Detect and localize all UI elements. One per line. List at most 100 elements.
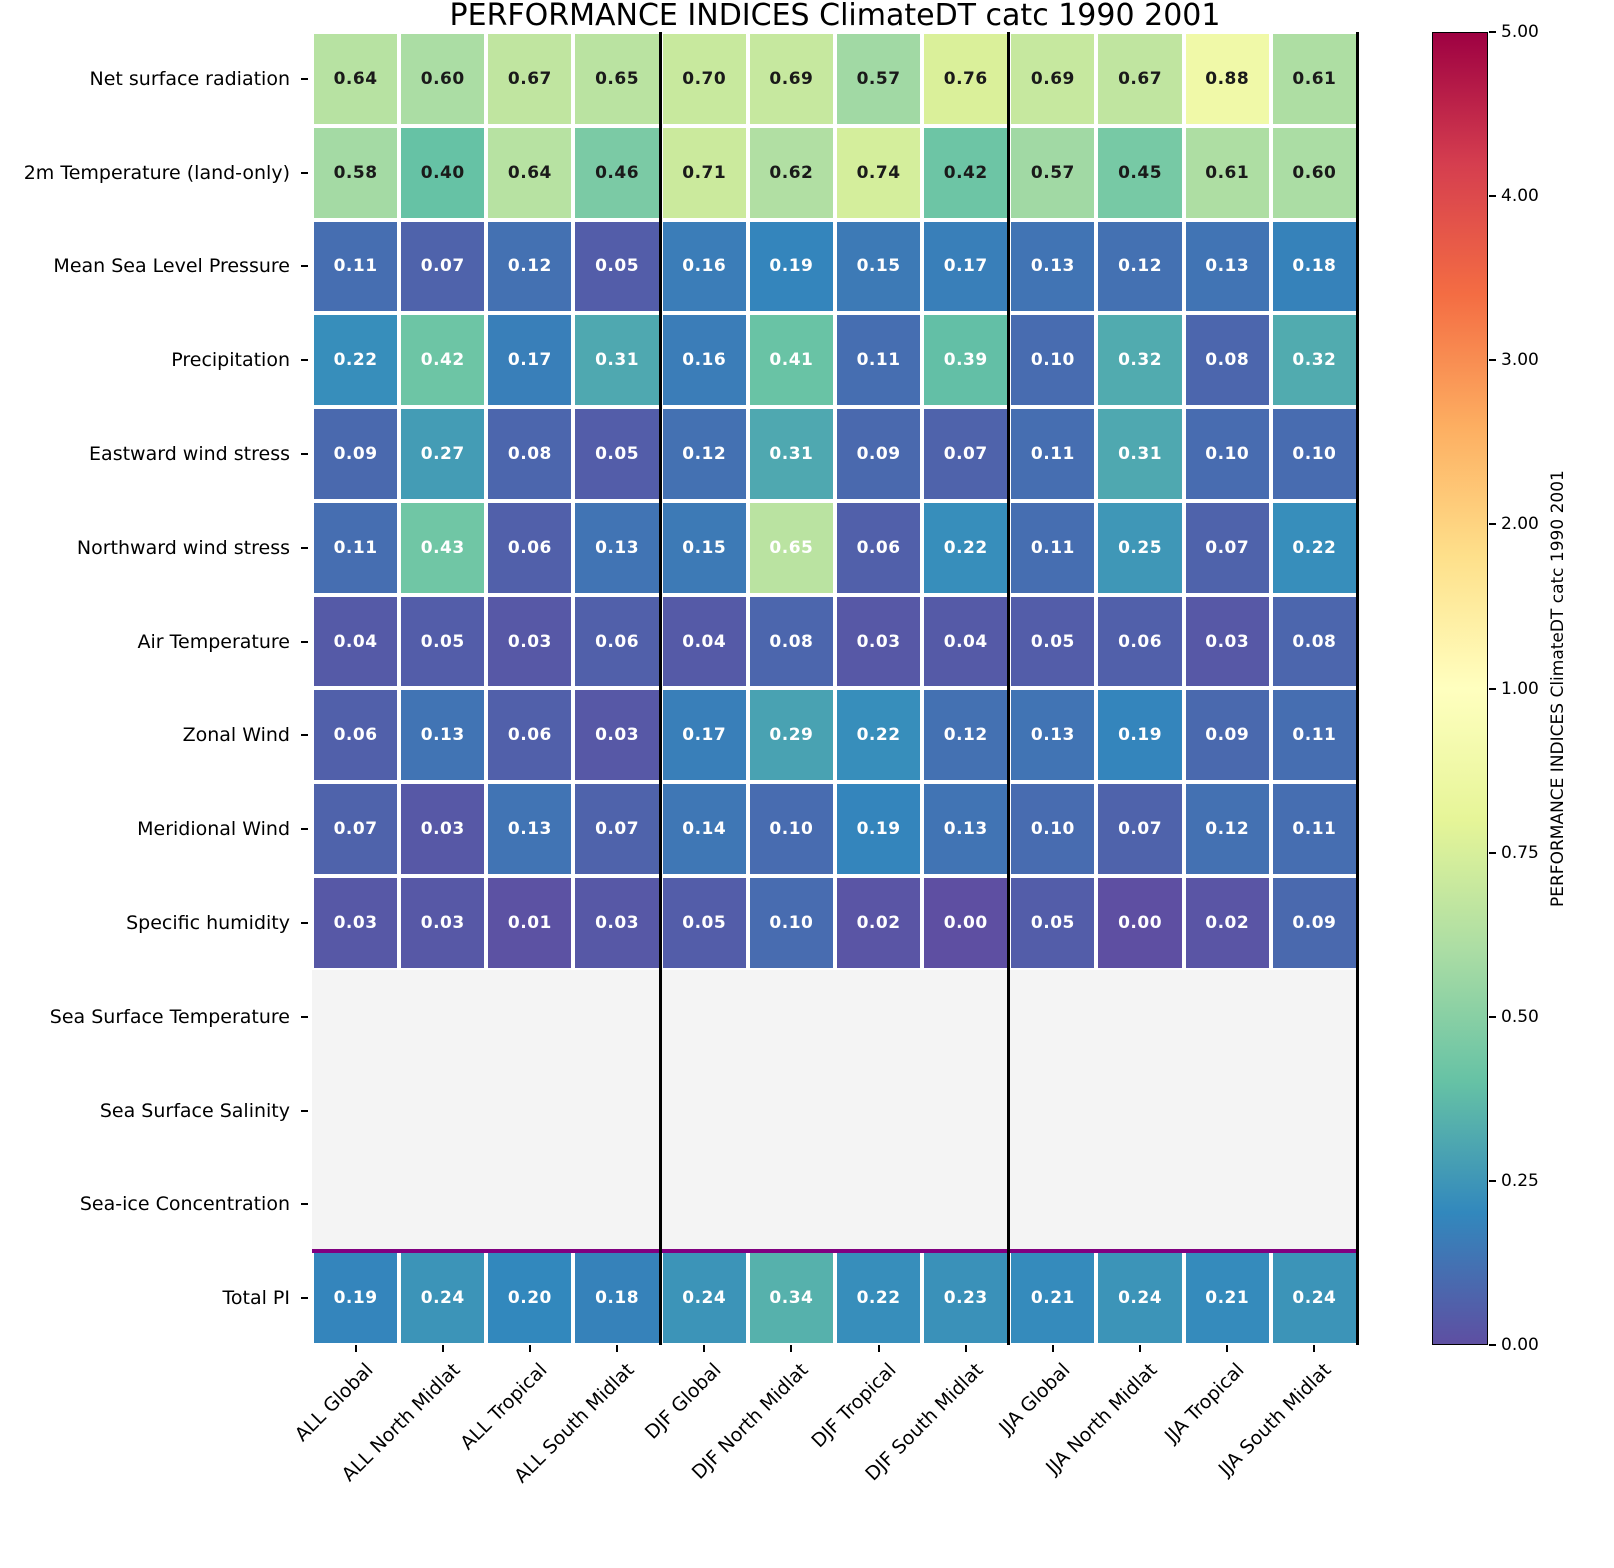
heatmap-cell: 0.19 bbox=[747, 219, 835, 314]
heatmap-cell: 0.62 bbox=[747, 125, 835, 220]
heatmap-cell-empty bbox=[660, 1157, 748, 1252]
y-tick bbox=[301, 453, 308, 456]
heatmap-cell: 0.03 bbox=[1183, 594, 1271, 689]
heatmap-cell: 0.03 bbox=[573, 688, 661, 783]
y-tick bbox=[301, 734, 308, 737]
heatmap-cell-empty bbox=[1096, 1063, 1184, 1158]
heatmap-cell: 0.43 bbox=[399, 500, 487, 595]
heatmap-cell: 0.09 bbox=[1183, 688, 1271, 783]
heatmap-cell: 0.10 bbox=[1009, 782, 1097, 877]
heatmap-cell: 0.64 bbox=[312, 32, 400, 126]
y-tick bbox=[301, 77, 308, 80]
heatmap-cell: 0.24 bbox=[399, 1251, 487, 1345]
x-tick bbox=[790, 1345, 793, 1352]
colorbar bbox=[1432, 32, 1488, 1345]
row-label: Eastward wind stress bbox=[89, 443, 290, 466]
column-label: JJA South Midlat bbox=[1214, 1359, 1336, 1481]
heatmap-cell: 0.71 bbox=[660, 125, 748, 220]
column-label: ALL Global bbox=[290, 1359, 378, 1446]
heatmap-cell: 0.19 bbox=[1096, 688, 1184, 783]
heatmap-cell-empty bbox=[399, 1063, 487, 1158]
heatmap-cell: 0.03 bbox=[834, 594, 923, 689]
row-label: Specific humidity bbox=[126, 911, 290, 934]
heatmap-cell: 0.05 bbox=[399, 594, 487, 689]
heatmap-cell: 0.57 bbox=[1009, 125, 1097, 220]
heatmap-cell: 0.13 bbox=[1009, 219, 1097, 314]
row-label: Sea Surface Salinity bbox=[99, 1099, 290, 1122]
heatmap-cell: 0.15 bbox=[834, 219, 923, 314]
heatmap-grid: 0.64 0.60 0.67 0.65 0.70 0.69 0.57 0.76 0.69 0.67… bbox=[312, 32, 1359, 1345]
row-label: Northward wind stress bbox=[76, 536, 290, 559]
colorbar-tick bbox=[1489, 195, 1496, 198]
heatmap-cell: 0.08 bbox=[1270, 594, 1358, 689]
heatmap-cell: 0.11 bbox=[1009, 407, 1097, 501]
heatmap-cell-empty bbox=[1009, 1063, 1097, 1158]
heatmap-cell: 0.13 bbox=[573, 500, 661, 595]
heatmap-cell: 0.13 bbox=[1009, 688, 1097, 783]
y-tick bbox=[301, 640, 308, 643]
heatmap-cell: 0.12 bbox=[660, 407, 748, 501]
heatmap-cell-empty bbox=[486, 1063, 574, 1158]
heatmap-cell: 0.10 bbox=[747, 876, 835, 970]
heatmap-cell: 0.18 bbox=[573, 1251, 661, 1345]
column-label: JJA Global bbox=[994, 1359, 1075, 1439]
colorbar-tick bbox=[1489, 31, 1496, 33]
colorbar-tick-label: 0.50 bbox=[1501, 1006, 1539, 1027]
row-label: Net surface radiation bbox=[89, 67, 290, 90]
heatmap-cell-empty bbox=[922, 1063, 1010, 1158]
heatmap-cell-empty bbox=[1270, 1157, 1358, 1252]
heatmap-cell: 0.05 bbox=[1009, 876, 1097, 970]
heatmap-cell-empty bbox=[660, 1063, 748, 1158]
heatmap-cell: 0.32 bbox=[1096, 313, 1184, 408]
heatmap-cell: 0.01 bbox=[486, 876, 574, 970]
heatmap-cell: 0.11 bbox=[312, 219, 400, 314]
heatmap-cell: 0.03 bbox=[573, 876, 661, 970]
heatmap-cell: 0.29 bbox=[747, 688, 835, 783]
heatmap-cell-empty bbox=[486, 1157, 574, 1252]
x-tick bbox=[1139, 1345, 1142, 1352]
heatmap-cell: 0.06 bbox=[486, 688, 574, 783]
heatmap-cell: 0.10 bbox=[1009, 313, 1097, 408]
heatmap-cell-empty bbox=[834, 969, 923, 1064]
column-label: JJA Tropical bbox=[1160, 1359, 1249, 1448]
heatmap-cell: 0.06 bbox=[573, 594, 661, 689]
colorbar-tick-label: 2.00 bbox=[1501, 514, 1539, 535]
heatmap-cell: 0.24 bbox=[1270, 1251, 1358, 1345]
y-tick bbox=[301, 359, 308, 362]
heatmap-cell-empty bbox=[747, 969, 835, 1064]
colorbar-tick-label: 0.25 bbox=[1501, 1170, 1539, 1191]
heatmap-cell: 0.05 bbox=[1009, 594, 1097, 689]
heatmap-cell: 0.31 bbox=[1096, 407, 1184, 501]
heatmap-cell-empty bbox=[1270, 1063, 1358, 1158]
heatmap-cell: 0.06 bbox=[1096, 594, 1184, 689]
heatmap-cell: 0.74 bbox=[834, 125, 923, 220]
y-tick bbox=[301, 828, 308, 831]
chart-title: PERFORMANCE INDICES ClimateDT catc 1990 … bbox=[449, 0, 1221, 33]
row-label: 2m Temperature (land-only) bbox=[23, 161, 290, 184]
heatmap-cell: 0.70 bbox=[660, 32, 748, 126]
y-tick bbox=[301, 1109, 308, 1112]
heatmap-cell: 0.03 bbox=[312, 876, 400, 970]
heatmap-cell: 0.25 bbox=[1096, 500, 1184, 595]
heatmap-cell: 0.17 bbox=[660, 688, 748, 783]
heatmap-cell-empty bbox=[747, 1157, 835, 1252]
heatmap-cell: 0.02 bbox=[834, 876, 923, 970]
heatmap-cell: 0.04 bbox=[660, 594, 748, 689]
heatmap-cell-empty bbox=[1183, 1063, 1271, 1158]
heatmap-cell: 0.07 bbox=[312, 782, 400, 877]
heatmap-cell-empty bbox=[399, 1157, 487, 1252]
heatmap-cell: 0.23 bbox=[922, 1251, 1010, 1345]
heatmap-cell: 0.60 bbox=[1270, 125, 1358, 220]
y-tick bbox=[301, 1297, 308, 1300]
heatmap-cell-empty bbox=[486, 969, 574, 1064]
heatmap-cell: 0.21 bbox=[1009, 1251, 1097, 1345]
heatmap-cell: 0.11 bbox=[312, 500, 400, 595]
y-tick bbox=[301, 265, 308, 268]
column-label: DJF Tropical bbox=[806, 1359, 901, 1453]
heatmap-cell-empty bbox=[834, 1157, 923, 1252]
heatmap-cell: 0.17 bbox=[486, 313, 574, 408]
heatmap-cell: 0.16 bbox=[660, 313, 748, 408]
heatmap-cell-empty bbox=[1183, 1157, 1271, 1252]
heatmap-cell: 0.24 bbox=[1096, 1251, 1184, 1345]
heatmap-cell: 0.12 bbox=[486, 219, 574, 314]
